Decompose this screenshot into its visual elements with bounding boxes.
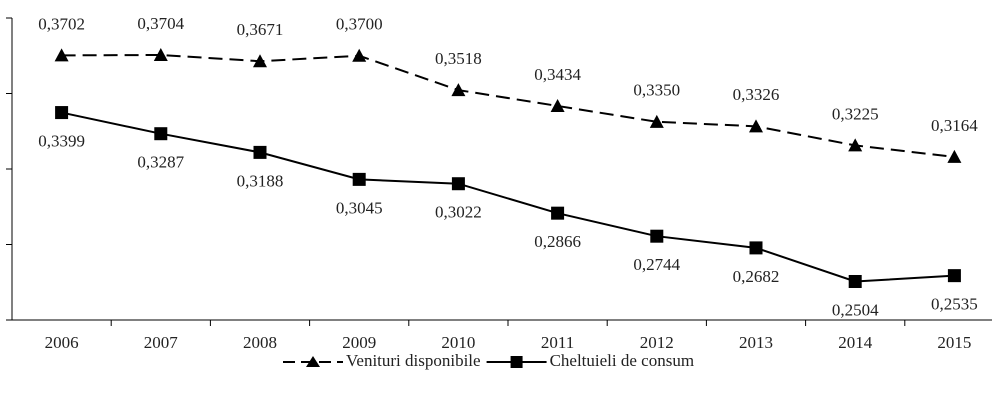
data-point (352, 48, 367, 62)
data-label: 0,3225 (832, 104, 879, 123)
series-line (61, 53, 955, 158)
data-point (253, 145, 267, 159)
data-point (749, 241, 763, 255)
data-point (451, 177, 465, 191)
data-label: 0,3671 (237, 20, 284, 39)
data-point (947, 149, 962, 163)
data-label: 0,3326 (733, 85, 780, 104)
data-label: 0,3700 (336, 15, 383, 34)
legend-label: Cheltuieli de consum (550, 351, 694, 370)
x-tick-label: 2014 (838, 333, 873, 352)
data-point (649, 114, 664, 128)
data-label: 0,2744 (633, 255, 680, 274)
series-line (61, 111, 955, 283)
data-point (551, 206, 565, 220)
data-point (848, 274, 862, 288)
x-tick-label: 2008 (243, 333, 277, 352)
x-tick-label: 2006 (45, 333, 79, 352)
x-tick-label: 2013 (739, 333, 773, 352)
legend-marker (510, 356, 523, 368)
data-label: 0,2866 (534, 232, 581, 251)
legend-label: Venituri disponibile (346, 351, 481, 370)
data-label: 0,3704 (137, 14, 184, 33)
data-point (848, 138, 863, 152)
data-point (451, 83, 466, 97)
data-point (253, 54, 267, 68)
x-tick-label: 2012 (640, 333, 674, 352)
data-point (352, 172, 366, 186)
x-tick-label: 2011 (541, 333, 574, 352)
data-label: 0,3518 (435, 49, 482, 68)
data-point (154, 127, 168, 141)
data-label: 0,2682 (733, 267, 780, 286)
data-label: 0,3434 (534, 65, 581, 84)
data-point (947, 269, 961, 283)
x-tick-label: 2007 (144, 333, 179, 352)
data-label: 0,3045 (336, 198, 383, 217)
x-tick-label: 2015 (937, 333, 971, 352)
data-point (54, 48, 69, 62)
data-label: 0,3188 (237, 171, 284, 190)
data-point (153, 47, 168, 61)
data-label: 0,3164 (931, 116, 978, 135)
data-point (550, 98, 565, 112)
data-label: 0,2504 (832, 300, 879, 319)
data-label: 0,3287 (137, 153, 184, 172)
legend-marker (306, 356, 320, 367)
x-tick-label: 2009 (342, 333, 376, 352)
data-point (749, 119, 763, 133)
data-point (650, 229, 664, 243)
data-label: 0,3399 (38, 131, 85, 150)
data-point (55, 106, 69, 120)
data-label: 0,3702 (38, 14, 85, 33)
data-label: 0,3022 (435, 203, 482, 222)
data-label: 0,2535 (931, 295, 978, 314)
x-tick-label: 2010 (441, 333, 475, 352)
data-label: 0,3350 (633, 81, 680, 100)
